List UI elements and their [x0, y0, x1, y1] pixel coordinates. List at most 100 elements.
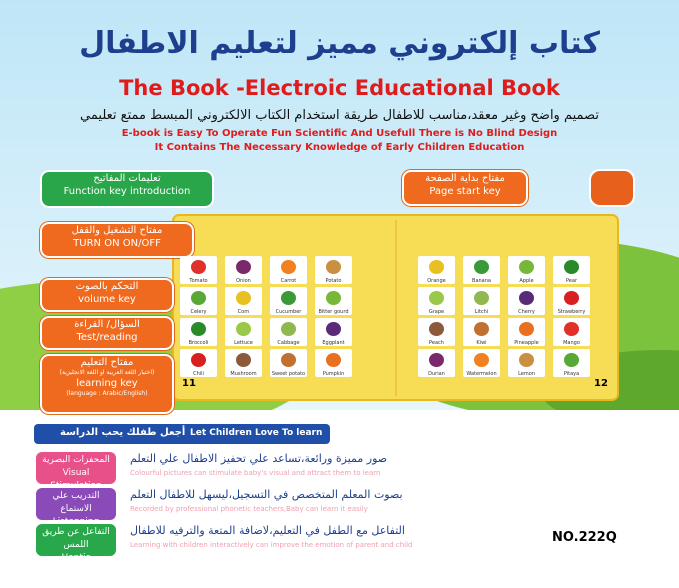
- title-en: The Book -Electroic Educational Book: [119, 76, 560, 100]
- key-ar: مفتاح التعليم: [80, 357, 134, 368]
- item-picture: [429, 260, 444, 274]
- item-label: Pitaya: [563, 371, 580, 377]
- item-picture: [281, 291, 296, 305]
- key-note: (اختيار اللغة العربية او اللغة الانجليزي…: [59, 369, 155, 376]
- item-label: Bitter gourd: [318, 309, 349, 315]
- item-card: Lemon: [508, 349, 545, 377]
- key-ar: مفتاح بداية الصفحة: [425, 173, 505, 184]
- item-card: Pear: [553, 256, 590, 284]
- item-card: Cucumber: [270, 287, 307, 315]
- item-card: Watermelon: [463, 349, 500, 377]
- item-label: Carrot: [280, 278, 297, 284]
- item-card: Grape: [418, 287, 455, 315]
- item-picture: [474, 260, 489, 274]
- subtitle-ar: تصميم واضح وغير معقد،مناسب للاطفال طريقة…: [80, 108, 599, 123]
- item-label: Apple: [519, 278, 534, 284]
- item-label: Chili: [193, 371, 204, 377]
- item-picture: [429, 322, 444, 336]
- feature-desc-en: Colourful pictures can stimulate baby's …: [130, 469, 381, 477]
- feature-en: Haptic Interacting: [51, 553, 101, 576]
- item-label: Mushroom: [230, 371, 257, 377]
- item-card: Eggplant: [315, 318, 352, 346]
- item-label: Cherry: [518, 309, 535, 315]
- item-picture: [326, 291, 341, 305]
- item-picture: [191, 291, 206, 305]
- item-label: Pear: [565, 278, 578, 284]
- key-en: Test/reading: [76, 332, 138, 343]
- item-picture: [326, 260, 341, 274]
- feature-desc-ar: صور مميزة ورائعة،تساعد علي تحفيز الاطفال…: [130, 452, 388, 465]
- key-ar: السؤال/ القراءة: [74, 319, 140, 330]
- feature-desc-ar: التفاعل مع الطفل في التعليم،لاضافة المتع…: [130, 524, 405, 537]
- item-picture: [564, 322, 579, 336]
- key-note: (language : Arabic/English): [66, 390, 148, 397]
- item-card: Corn: [225, 287, 262, 315]
- key-en: Page start key: [429, 186, 501, 197]
- item-picture: [474, 322, 489, 336]
- item-picture: [236, 353, 251, 367]
- item-card: Potato: [315, 256, 352, 284]
- page-number: 12: [594, 378, 608, 389]
- page-number: 11: [182, 378, 196, 389]
- item-label: Grape: [428, 309, 445, 315]
- item-card: Mushroom: [225, 349, 262, 377]
- item-picture: [191, 353, 206, 367]
- feature-ar: التدريب علي الاستماع: [52, 491, 100, 514]
- item-label: Cucumber: [275, 309, 302, 315]
- item-card: Chili: [180, 349, 217, 377]
- item-card: Cabbage: [270, 318, 307, 346]
- title-ar: كتاب إلكتروني مميز لتعليم الاطفال: [79, 26, 600, 61]
- item-picture: [236, 260, 251, 274]
- item-card: Pitaya: [553, 349, 590, 377]
- item-picture: [519, 353, 534, 367]
- item-card: Orange: [418, 256, 455, 284]
- item-label: Pineapple: [514, 340, 539, 346]
- item-label: Kiwi: [476, 340, 487, 346]
- item-picture: [564, 353, 579, 367]
- item-label: Strawberry: [557, 309, 586, 315]
- item-label: Cabbage: [277, 340, 300, 346]
- item-card: Strawberry: [553, 287, 590, 315]
- item-picture: [326, 353, 341, 367]
- model-number: NO.222Q: [552, 530, 617, 545]
- item-label: Watermelon: [466, 371, 497, 377]
- item-label: Corn: [237, 309, 250, 315]
- item-label: Celery: [190, 309, 207, 315]
- item-label: Eggplant: [322, 340, 345, 346]
- item-picture: [564, 260, 579, 274]
- item-label: Durian: [428, 371, 445, 377]
- slogan-en: Let Children Love To learn: [190, 428, 323, 438]
- item-card: Tomato: [180, 256, 217, 284]
- feature-desc-ar: بصوت المعلم المتخصص في التسجيل،ليسهل للا…: [130, 488, 403, 501]
- feature-en: Visual Stimulation: [50, 468, 102, 491]
- feature-badge: المحفزات البصرية Visual Stimulation: [36, 452, 116, 491]
- feature-badge: التفاعل عن طريق اللمس Haptic Interacting: [36, 524, 116, 576]
- item-picture: [191, 322, 206, 336]
- item-label: Banana: [472, 278, 491, 284]
- item-picture: [191, 260, 206, 274]
- item-picture: [519, 260, 534, 274]
- item-card: Litchi: [463, 287, 500, 315]
- item-picture: [281, 353, 296, 367]
- item-card: Sweet potato: [270, 349, 307, 377]
- item-picture: [429, 291, 444, 305]
- item-picture: [326, 322, 341, 336]
- item-card: Pumpkin: [315, 349, 352, 377]
- key-en: Function key introduction: [63, 186, 191, 197]
- key-ar: مفتاح التشغيل والقفل: [71, 225, 163, 236]
- item-label: Mango: [563, 340, 580, 346]
- item-card: Bitter gourd: [315, 287, 352, 315]
- key-ar: التحكم بالصوت: [75, 281, 139, 292]
- item-card: Kiwi: [463, 318, 500, 346]
- item-picture: [474, 291, 489, 305]
- item-label: Onion: [236, 278, 251, 284]
- item-label: Peach: [429, 340, 444, 346]
- item-card: Cherry: [508, 287, 545, 315]
- feature-ar: التفاعل عن طريق اللمس: [42, 527, 110, 550]
- item-picture: [474, 353, 489, 367]
- key-ar: تعليمات المفاتيح: [93, 173, 161, 184]
- item-card: Apple: [508, 256, 545, 284]
